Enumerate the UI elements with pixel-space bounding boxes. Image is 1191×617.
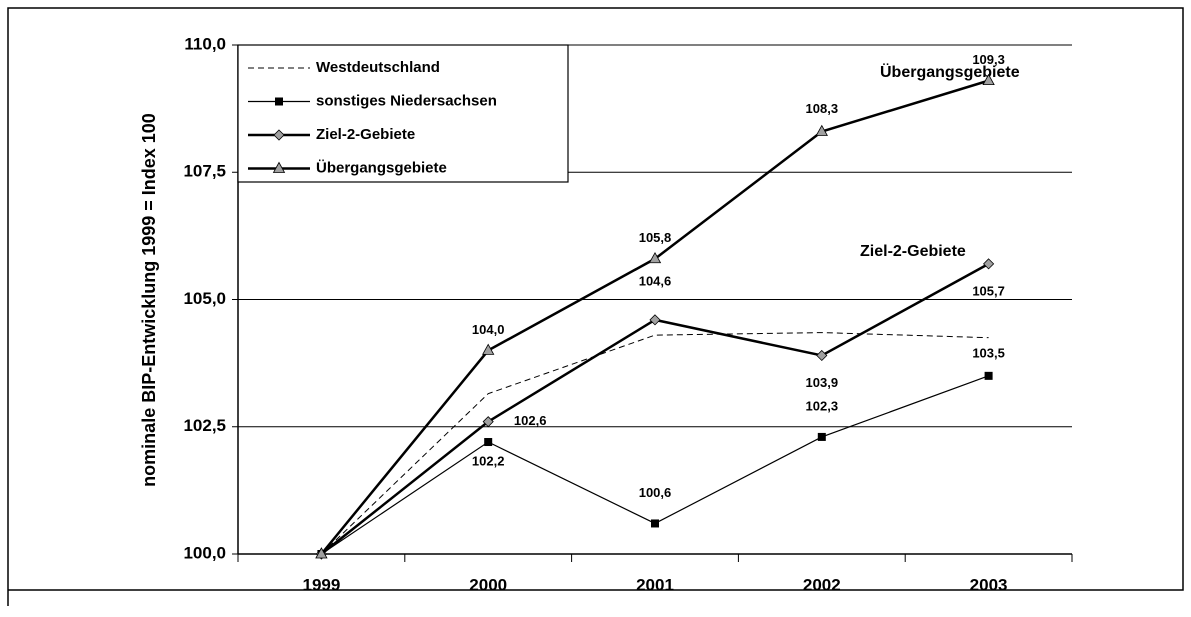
marker — [275, 97, 283, 106]
annotation: Übergangsgebiete — [880, 62, 1020, 81]
x-tick-label: 2003 — [970, 575, 1008, 594]
y-tick-label: 107,5 — [183, 162, 226, 181]
marker — [983, 258, 995, 270]
x-tick-label: 2001 — [636, 575, 674, 594]
data-label: 104,0 — [472, 322, 505, 337]
marker — [984, 371, 993, 380]
data-label: 104,6 — [639, 273, 672, 288]
marker — [315, 547, 328, 559]
data-label: 109,3 — [972, 52, 1005, 67]
series-line — [321, 332, 989, 555]
legend-label: Ziel-2-Gebiete — [316, 126, 415, 143]
x-tick-label: 1999 — [302, 575, 340, 594]
marker — [982, 73, 995, 86]
y-axis-label: nominale BIP-Entwicklung 1999 = Index 10… — [139, 113, 159, 487]
data-label: 105,8 — [639, 230, 672, 245]
marker — [815, 124, 828, 136]
data-label: 102,6 — [514, 413, 547, 428]
data-label: 102,3 — [806, 398, 839, 413]
marker — [651, 519, 659, 528]
data-label: 102,2 — [472, 453, 505, 468]
series-line — [320, 262, 990, 555]
data-label: 103,9 — [806, 375, 839, 390]
marker — [648, 251, 662, 264]
frame — [7, 7, 1184, 606]
marker — [484, 438, 493, 447]
legend-label: Westdeutschland — [316, 59, 440, 76]
x-tick-label: 2000 — [469, 575, 507, 594]
y-tick-label: 102,5 — [183, 416, 226, 435]
marker — [482, 343, 495, 355]
data-label: 100,6 — [639, 485, 672, 500]
annotation: Ziel-2-Gebiete — [860, 243, 966, 260]
marker — [273, 129, 285, 141]
legend-label: sonstiges Niedersachsen — [316, 92, 497, 109]
x-tick-label: 2002 — [803, 575, 841, 594]
marker — [649, 314, 661, 326]
marker — [272, 161, 286, 173]
data-label: 103,5 — [972, 345, 1005, 360]
marker — [482, 416, 494, 428]
marker — [817, 432, 826, 441]
legend-label: Übergangsgebiete — [316, 159, 447, 176]
y-tick-label: 110,0 — [184, 34, 226, 53]
y-tick-label: 105,0 — [183, 289, 226, 308]
data-label: 105,7 — [972, 283, 1005, 298]
y-tick-label: 100,0 — [183, 543, 226, 562]
data-label: 108,3 — [806, 101, 839, 116]
marker — [816, 349, 828, 362]
